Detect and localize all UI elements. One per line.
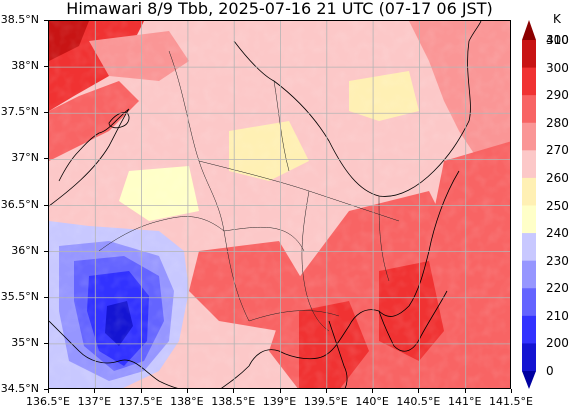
colorbar-unit: K: [553, 12, 561, 26]
colorbar-segment: [522, 260, 536, 289]
izu-peninsula: [328, 320, 348, 388]
latitude-tick-label: 34.5°N: [0, 382, 39, 395]
latitude-tick-label: 36.5°N: [0, 197, 39, 211]
colorbar-label: 230: [546, 253, 569, 268]
longitude-tick: [279, 389, 281, 393]
latitude-tick-label: 37°N: [11, 151, 39, 165]
colorbar-segment: [522, 315, 536, 344]
colorbar-label: 0: [546, 364, 554, 378]
longitude-tick: [94, 389, 96, 393]
latitude-tick: [44, 296, 48, 298]
noto-coastline: [49, 108, 130, 207]
colorbar-label: 310: [546, 33, 569, 47]
longitude-tick-label: 141.5°E: [489, 395, 533, 408]
colorbar-label: 400: [546, 33, 569, 47]
border-line-8: [98, 216, 225, 252]
colorbar-segment: [522, 40, 536, 69]
border-line-1: [168, 50, 250, 322]
latitude-tick-label: 37.5°N: [0, 105, 39, 119]
latitude-tick-label: 35°N: [11, 335, 39, 349]
colorbar-extend-max: [522, 20, 536, 40]
latitude-tick: [44, 250, 48, 252]
border-line-3: [301, 190, 330, 332]
satellite-map[interactable]: [48, 20, 511, 389]
colorbar-segment: [522, 233, 536, 262]
latitude-tick: [44, 66, 48, 68]
longitude-tick: [372, 389, 374, 393]
colorbar-label: 200: [546, 336, 569, 351]
colorbar-label: 250: [546, 198, 569, 213]
longitude-tick: [48, 389, 49, 393]
longitude-tick: [511, 389, 512, 393]
colorbar-segment: [522, 205, 536, 234]
longitude-tick-label: 138°E: [170, 395, 204, 408]
border-line-6: [378, 195, 390, 282]
latitude-tick-label: 38.5°N: [0, 13, 39, 26]
ise-bay-coastline: [49, 320, 178, 388]
longitude-tick-label: 139.5°E: [303, 395, 348, 408]
map-title: Himawari 8/9 Tbb, 2025-07-16 21 UTC (07-…: [66, 0, 493, 18]
colorbar-segment: [522, 95, 536, 124]
colorbar: [522, 20, 536, 389]
latitude-tick: [44, 20, 48, 21]
latitude-tick-label: 38°N: [11, 59, 39, 73]
colorbar-label: 240: [546, 226, 569, 241]
coastlines: [49, 21, 482, 388]
noto-bay-outline: [108, 112, 130, 129]
latitude-tick: [44, 389, 48, 390]
colorbar-label: 280: [546, 115, 569, 130]
latitude-tick: [44, 204, 48, 206]
longitude-tick-label: 139°E: [262, 395, 297, 408]
longitude-tick: [464, 389, 466, 393]
sea-of-japan-coastline: [233, 21, 482, 197]
longitude-tick: [186, 389, 188, 393]
colorbar-label: 290: [546, 88, 569, 103]
longitude-tick-label: 136.5°E: [26, 395, 70, 408]
colorbar-segment: [522, 288, 536, 317]
colorbar-label: 260: [546, 170, 569, 185]
latitude-tick-label: 35.5°N: [0, 289, 39, 303]
longitude-tick-label: 137.5°E: [118, 395, 163, 408]
colorbar-label: 300: [546, 60, 569, 75]
brightness-temperature-field: [49, 21, 510, 388]
boso-peninsula: [378, 290, 448, 352]
colorbar-segment: [522, 67, 536, 96]
colorbar-label: 270: [546, 143, 569, 158]
texture-overlay: [49, 21, 510, 388]
latitude-tick-label: 36°N: [11, 243, 39, 257]
colorbar-segment: [522, 122, 536, 151]
colorbar-label: 220: [546, 281, 569, 296]
colorbar-label: 210: [546, 308, 569, 323]
latitude-tick: [44, 342, 48, 344]
colorbar-extend-min: [522, 371, 536, 389]
longitude-tick-label: 140°E: [355, 395, 389, 408]
longitude-tick-label: 138.5°E: [211, 395, 256, 408]
longitude-tick-label: 141°E: [447, 395, 482, 408]
colorbar-segment: [522, 177, 536, 206]
latitude-tick: [44, 158, 48, 160]
colorbar-segment: [522, 150, 536, 179]
border-line-2: [198, 160, 400, 222]
longitude-tick: [325, 389, 327, 393]
border-line-4: [248, 310, 340, 322]
longitude-tick: [233, 389, 235, 393]
longitude-tick-label: 137°E: [77, 395, 112, 408]
longitude-tick: [140, 389, 142, 393]
latitude-tick: [44, 112, 48, 114]
lat-lon-grid: [49, 21, 510, 388]
colorbar-segment: [522, 343, 536, 372]
pacific-coastline: [221, 170, 460, 388]
longitude-tick-label: 140.5°E: [396, 395, 441, 408]
longitude-tick: [418, 389, 420, 393]
